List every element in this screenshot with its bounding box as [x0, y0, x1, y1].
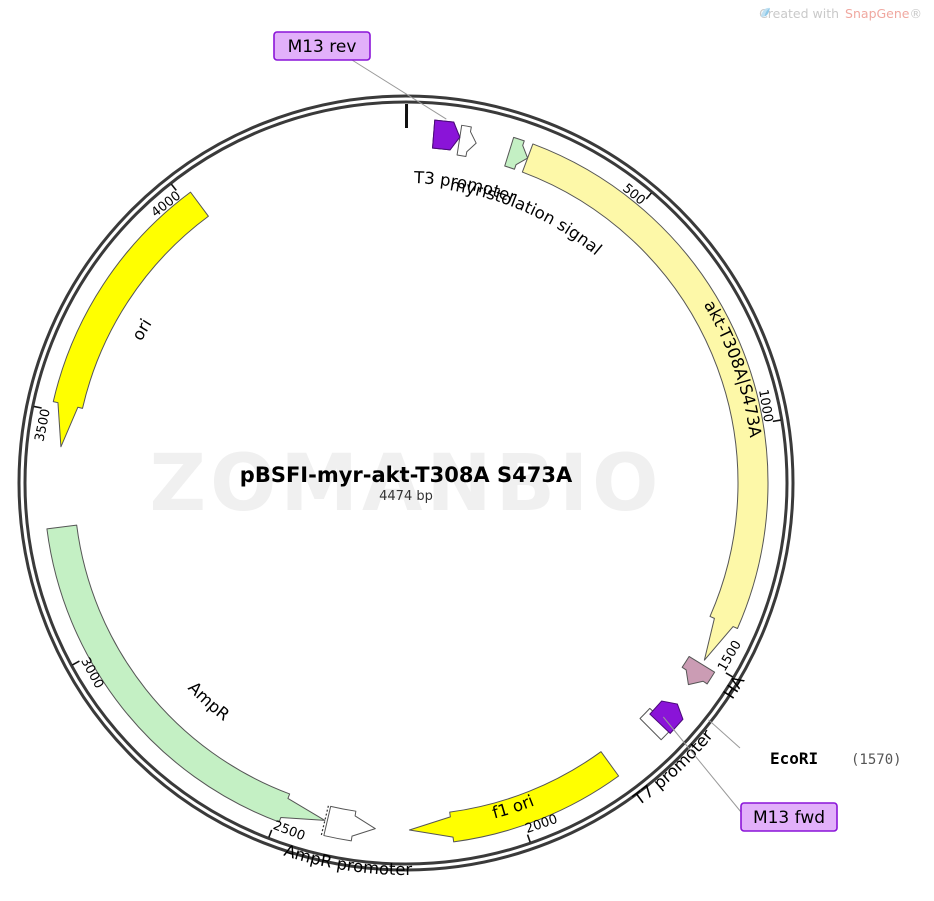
tick-mark-4000	[170, 183, 177, 191]
tick-mark-3500	[33, 405, 42, 409]
feature-label-t7-promoter: T7 promoter	[629, 726, 716, 810]
callout-labels: M13 rev M13 fwd EcoRI (1570)	[273, 31, 902, 832]
feature-label-ori: ori	[128, 315, 155, 343]
ampr-promoter-boundary	[320, 805, 329, 836]
primer-arrow-m13-fwd	[649, 700, 684, 735]
primer-label-m13-fwd[interactable]: M13 fwd	[662, 716, 838, 832]
restriction-site-name: EcoRI	[770, 749, 818, 768]
tick-mark-1000	[772, 419, 781, 423]
feature-ampr-promoter[interactable]	[323, 805, 376, 842]
credit-prefix: Created with	[759, 6, 840, 21]
page-title: pBSFI-myr-akt-T308A S473A	[240, 463, 573, 487]
restriction-site-position: (1570)	[851, 752, 902, 768]
tick-mark-2000	[526, 834, 531, 843]
snapgene-credit: Created with SnapGene®	[759, 6, 922, 21]
tick-label-1500: 1500	[715, 638, 745, 674]
feature-label-ampr: AmpR	[184, 678, 233, 725]
feature-t3-promoter[interactable]	[456, 124, 477, 157]
restriction-site-ecori[interactable]: EcoRI (1570)	[708, 719, 902, 768]
feature-arcs	[46, 124, 769, 843]
tick-mark-500	[645, 192, 653, 200]
feature-akt-t308a-s473a[interactable]	[521, 143, 769, 661]
leader-line	[708, 719, 741, 749]
feature-label-t3-promoter: T3 promoter	[413, 168, 520, 207]
primer-label-m13-rev[interactable]: M13 rev	[273, 31, 447, 120]
tick-label-3500: 3500	[33, 408, 54, 443]
credit-brand-reg: ®	[909, 6, 923, 21]
plasmid-backbone	[17, 94, 795, 872]
primer-label-m13-fwd-text: M13 fwd	[753, 808, 825, 828]
plasmid-length: 4474 bp	[379, 489, 433, 504]
feature-f1-ori[interactable]	[408, 751, 620, 843]
tick-label-1000: 1000	[755, 388, 775, 423]
feature-label-ampr-promoter: AmpR promoter	[282, 841, 413, 879]
leader-line	[662, 716, 742, 813]
feature-myristolation-signal[interactable]	[504, 136, 529, 170]
feature-ha[interactable]	[681, 655, 716, 686]
credit-brand-snap: SnapGene	[845, 6, 910, 21]
feature-label-ha: HA	[720, 672, 749, 703]
primer-arrows	[432, 119, 684, 735]
leader-line	[351, 59, 447, 120]
feature-ori[interactable]	[52, 191, 209, 448]
snapgene-leaf-icon	[761, 7, 771, 17]
feature-ampr[interactable]	[46, 524, 326, 823]
tick-mark-2500	[268, 829, 273, 838]
primer-label-m13-rev-text: M13 rev	[288, 37, 357, 57]
watermark-text: ZOMANBIO	[150, 439, 663, 529]
tick-mark-1500	[725, 672, 734, 678]
tick-mark-3000	[72, 660, 80, 666]
